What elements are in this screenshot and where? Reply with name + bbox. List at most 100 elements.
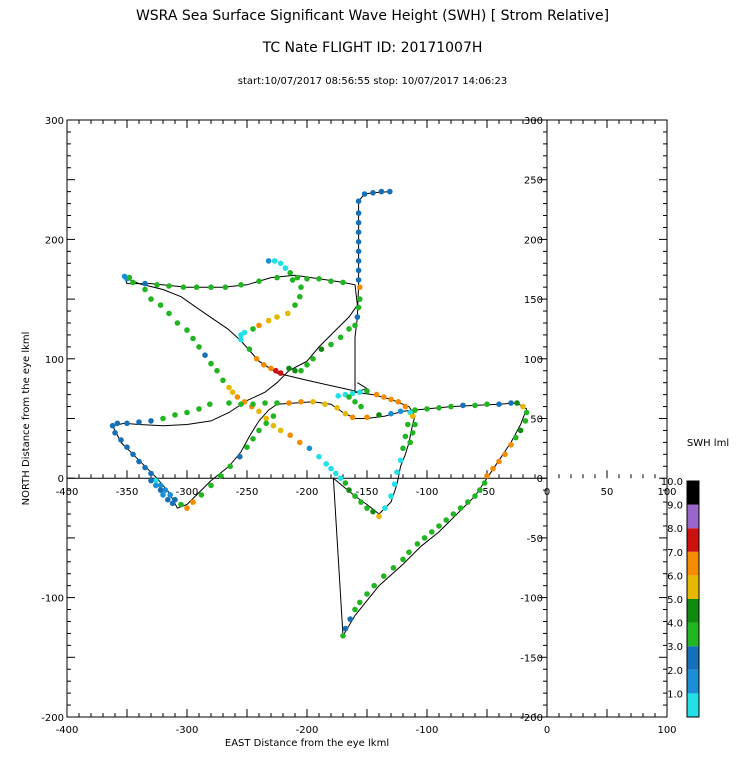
- swh-data-point: [241, 329, 248, 336]
- swh-data-point: [277, 370, 284, 376]
- swh-data-point: [184, 327, 190, 333]
- swh-data-point: [256, 278, 262, 285]
- swh-data-point: [400, 556, 406, 563]
- swh-data-point: [142, 280, 148, 287]
- swh-data-point: [334, 405, 340, 411]
- swh-data-point: [429, 529, 435, 535]
- swh-data-point: [337, 475, 344, 482]
- swh-data-point: [382, 505, 388, 511]
- swh-data-point: [361, 191, 368, 197]
- x-tick-label: 0: [544, 725, 550, 736]
- y-inner-tick-label: 200: [524, 235, 543, 246]
- swh-data-point: [160, 415, 166, 422]
- swh-data-point: [490, 465, 496, 472]
- swh-data-point: [130, 279, 136, 286]
- x-axis-tick-label: -250: [236, 487, 259, 498]
- swh-data-point: [277, 427, 284, 434]
- colorbar-tick-label: 5.0: [667, 595, 683, 606]
- swh-data-point: [394, 469, 400, 476]
- swh-data-point: [517, 427, 524, 434]
- swh-data-point: [310, 399, 316, 405]
- swh-data-point: [136, 419, 142, 425]
- swh-data-point: [166, 283, 172, 289]
- swh-data-point: [342, 480, 349, 486]
- swh-data-point: [349, 390, 356, 397]
- swh-data-point: [256, 322, 262, 329]
- colorbar-label: SWH lml: [687, 438, 729, 449]
- swh-data-point: [180, 284, 187, 291]
- x-axis-tick-label: -150: [356, 487, 379, 498]
- swh-data-point: [207, 401, 213, 408]
- colorbar-segment: [687, 551, 699, 576]
- swh-data-point: [268, 365, 274, 372]
- swh-data-point: [238, 282, 244, 288]
- swh-data-point: [355, 277, 362, 283]
- swh-data-point: [148, 470, 154, 477]
- swh-data-point: [357, 599, 363, 606]
- swh-data-point: [397, 457, 404, 464]
- swh-data-point: [373, 391, 380, 398]
- swh-data-point: [165, 496, 171, 503]
- swh-data-point: [409, 430, 416, 436]
- colorbar-segment: [687, 504, 699, 529]
- swh-data-point: [412, 407, 418, 413]
- swh-data-point: [287, 432, 294, 439]
- swh-data-point: [148, 477, 154, 484]
- swh-data-point: [407, 439, 414, 446]
- swh-data-point: [220, 377, 226, 384]
- swh-data-point: [154, 282, 160, 288]
- colorbar-segment: [687, 481, 699, 505]
- swh-data-point: [265, 258, 272, 264]
- swh-data-point: [472, 402, 478, 409]
- swh-data-point: [217, 473, 224, 479]
- swh-data-point: [167, 492, 173, 498]
- y-inner-tick-label: 250: [524, 176, 543, 187]
- swh-data-point: [481, 480, 488, 486]
- swh-data-point: [378, 188, 385, 195]
- swh-data-point: [352, 399, 358, 405]
- x-tick-label: -200: [296, 725, 319, 736]
- swh-data-point: [273, 367, 279, 374]
- swh-data-point: [436, 405, 442, 411]
- y-inner-tick-label: 150: [524, 295, 543, 306]
- swh-data-point: [270, 422, 277, 429]
- swh-data-point: [202, 352, 208, 359]
- swh-data-point: [214, 367, 220, 374]
- swh-data-point: [347, 616, 354, 622]
- swh-data-point: [400, 445, 406, 452]
- swh-data-point: [114, 420, 121, 427]
- swh-data-point: [277, 260, 284, 267]
- swh-data-point: [208, 360, 214, 367]
- swh-data-point: [250, 401, 256, 408]
- swh-data-point: [285, 310, 291, 317]
- y-inner-tick-label: -100: [520, 594, 543, 605]
- time-range: start:10/07/2017 08:56:55 stop: 10/07/20…: [237, 76, 508, 87]
- swh-data-point: [355, 219, 362, 226]
- colorbar-tick-label: 3.0: [667, 642, 683, 653]
- y-axis-label: NORTH Distance from the eye lkml: [21, 332, 32, 506]
- swh-data-point: [126, 274, 133, 281]
- swh-data-point: [124, 420, 130, 427]
- swh-data-point: [357, 296, 363, 302]
- swh-data-point: [130, 451, 136, 458]
- x-tick-label: 100: [657, 725, 676, 736]
- swh-data-point: [271, 258, 278, 264]
- swh-data-point: [274, 274, 280, 281]
- colorbar-tick-label: 9.0: [667, 501, 683, 512]
- swh-data-point: [270, 413, 277, 419]
- chart-subtitle: TC Nate FLIGHT ID: 20171007H: [262, 40, 483, 56]
- swh-data-point: [136, 458, 142, 465]
- swh-data-point: [292, 302, 298, 308]
- swh-data-point: [409, 413, 416, 419]
- swh-data-point: [262, 400, 268, 406]
- swh-data-point: [237, 453, 243, 460]
- swh-data-point: [414, 541, 421, 547]
- x-axis-tick-label: -100: [416, 487, 439, 498]
- swh-data-point: [376, 412, 382, 418]
- swh-data-point: [450, 511, 457, 517]
- swh-data-point: [460, 402, 466, 409]
- swh-data-point: [352, 322, 358, 329]
- swh-data-point: [402, 433, 409, 440]
- swh-data-point: [448, 403, 454, 410]
- swh-data-point: [520, 403, 526, 410]
